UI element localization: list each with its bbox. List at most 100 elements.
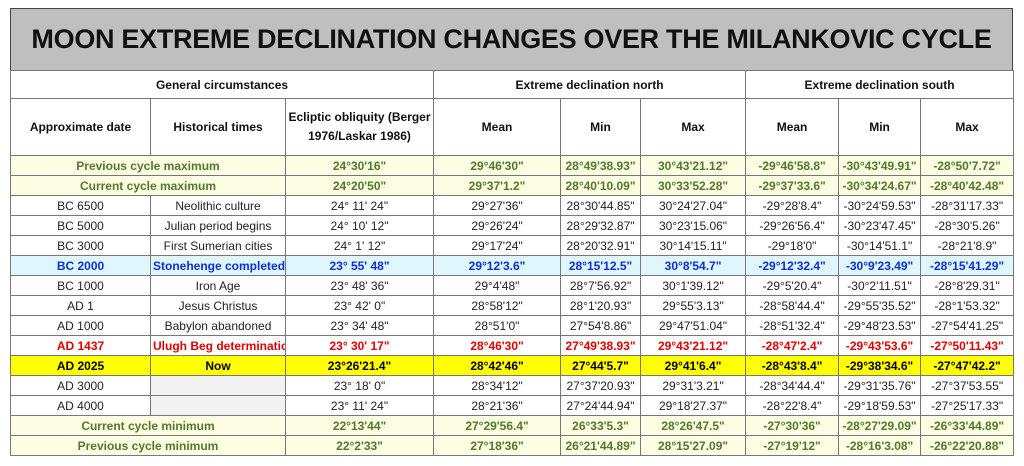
event-cell: Iron Age: [150, 275, 286, 296]
table-row: BC 6500 Neolithic culture 24° 11' 24" 29°27…: [10, 195, 1015, 216]
south-cell: -29°38'34.6": [838, 355, 922, 376]
obliquity-cell: 23° 11' 24": [284, 395, 435, 416]
north-cell: 28°1'20.93": [560, 295, 642, 316]
table-row: Current cycle maximum 24°20'50" 29°37'1.2"…: [10, 175, 1015, 196]
table-row: AD 2025 Now 23°26'21.4" 28°42'46" 27°44'5.7"…: [10, 355, 1015, 376]
event-cell: Stonehenge completed: [150, 255, 286, 276]
south-cell: -28°1'53.32": [920, 295, 1015, 316]
north-cell: 28°15'27.09": [640, 435, 747, 456]
south-cell: -28°40'42.48": [920, 175, 1015, 196]
table-row: BC 3000 First Sumerian cities 24° 1' 12" 29…: [10, 235, 1015, 256]
table: General circumstances Extreme declinatio…: [9, 70, 1015, 456]
south-cell: -30°14'51.1": [838, 235, 922, 256]
north-cell: 28°20'32.91": [560, 235, 642, 256]
north-cell: 28°26'47.5": [640, 415, 747, 436]
event-cell: First Sumerian cities: [150, 235, 286, 256]
column-header: Mean: [433, 98, 562, 156]
column-header: Ecliptic obliquity (Berger 1976/Laskar 1…: [284, 98, 435, 156]
south-cell: -29°55'35.52": [838, 295, 922, 316]
obliquity-cell: 24°20'50": [284, 175, 435, 196]
south-cell: -27°50'11.43": [920, 335, 1015, 356]
north-cell: 30°24'27.04": [640, 195, 747, 216]
south-cell: -29°43'53.6": [838, 335, 922, 356]
south-cell: -27°54'41.25": [920, 315, 1015, 336]
column-header: Min: [560, 98, 642, 156]
north-cell: 29°47'51.04": [640, 315, 747, 336]
south-cell: -29°37'33.6": [745, 175, 840, 196]
empty-cell: [150, 395, 286, 416]
sheet: MOON EXTREME DECLINATION CHANGES OVER TH…: [9, 8, 1015, 456]
south-cell: -29°46'58.8": [745, 155, 840, 176]
date-cell: AD 2025: [10, 355, 151, 376]
date-cell: BC 2000: [10, 255, 151, 276]
column-header: Historical times: [150, 98, 286, 156]
north-cell: 28°46'30": [433, 335, 562, 356]
column-header: Mean: [745, 98, 840, 156]
north-cell: 28°21'36": [433, 395, 562, 416]
north-cell: 29°26'24": [433, 215, 562, 236]
north-cell: 27°44'5.7": [560, 355, 642, 376]
south-cell: -28°21'8.9": [920, 235, 1015, 256]
column-header: Approximate date: [10, 98, 151, 156]
north-cell: 29°41'6.4": [640, 355, 747, 376]
north-cell: 30°33'52.28": [640, 175, 747, 196]
south-cell: -30°43'49.91": [838, 155, 922, 176]
north-cell: 26°33'5.3": [560, 415, 642, 436]
south-cell: -28°15'41.29": [920, 255, 1015, 276]
north-cell: 28°15'12.5": [560, 255, 642, 276]
table-row: AD 1437 Ulugh Beg determination 23° 30' 17…: [10, 335, 1015, 356]
north-cell: 27°49'38.93": [560, 335, 642, 356]
north-cell: 27°24'44.94": [560, 395, 642, 416]
north-cell: 28°42'46": [433, 355, 562, 376]
table-row: BC 5000 Julian period begins 24° 10' 12" 29…: [10, 215, 1015, 236]
south-cell: -30°23'47.45": [838, 215, 922, 236]
south-cell: -28°43'8.4": [745, 355, 840, 376]
group-header: General circumstances: [9, 70, 435, 99]
north-cell: 28°40'10.09": [560, 175, 642, 196]
group-header: Extreme declination north: [433, 70, 747, 99]
event-cell: Ulugh Beg determination: [150, 335, 286, 356]
south-cell: -29°28'8.4": [745, 195, 840, 216]
obliquity-cell: 23° 34' 48": [284, 315, 435, 336]
table-row: BC 2000 Stonehenge completed 23° 55' 48" 29…: [10, 255, 1015, 276]
north-cell: 29°37'1.2": [433, 175, 562, 196]
date-cell: AD 4000: [10, 395, 151, 416]
date-cell: AD 1437: [10, 335, 151, 356]
south-cell: -28°31'17.33": [920, 195, 1015, 216]
south-cell: -28°58'44.4": [745, 295, 840, 316]
south-cell: -26°22'20.88": [920, 435, 1015, 456]
event-cell: Jesus Christus: [150, 295, 286, 316]
north-cell: 29°4'48": [433, 275, 562, 296]
column-header-row: Approximate date Historical times Eclipt…: [10, 98, 1015, 156]
event-cell: Babylon abandoned: [150, 315, 286, 336]
south-cell: -29°31'35.76": [838, 375, 922, 396]
date-cell: BC 1000: [10, 275, 151, 296]
date-cell: AD 1000: [10, 315, 151, 336]
south-cell: -27°25'17.33": [920, 395, 1015, 416]
north-cell: 28°34'12": [433, 375, 562, 396]
column-header: Min: [838, 98, 922, 156]
date-cell: BC 6500: [10, 195, 151, 216]
south-cell: -29°5'20.4": [745, 275, 840, 296]
event-cell: Neolithic culture: [150, 195, 286, 216]
south-cell: -27°19'12": [745, 435, 840, 456]
north-cell: 26°21'44.89": [560, 435, 642, 456]
south-cell: -30°34'24.67": [838, 175, 922, 196]
south-cell: -28°30'5.26": [920, 215, 1015, 236]
table-row: AD 3000 23° 18' 0" 28°34'12" 27°37'20.93" 29…: [10, 375, 1015, 396]
north-cell: 29°27'36": [433, 195, 562, 216]
south-cell: -28°27'29.09": [838, 415, 922, 436]
obliquity-cell: 23° 48' 36": [284, 275, 435, 296]
obliquity-cell: 23° 42' 0": [284, 295, 435, 316]
obliquity-cell: 24° 11' 24": [284, 195, 435, 216]
south-cell: -28°51'32.4": [745, 315, 840, 336]
obliquity-cell: 23° 30' 17": [284, 335, 435, 356]
table-row: AD 1000 Babylon abandoned 23° 34' 48" 28°51…: [10, 315, 1015, 336]
south-cell: -27°30'36": [745, 415, 840, 436]
south-cell: -30°9'23.49": [838, 255, 922, 276]
north-cell: 30°23'15.06": [640, 215, 747, 236]
north-cell: 28°30'44.85": [560, 195, 642, 216]
south-cell: -28°8'29.31": [920, 275, 1015, 296]
north-cell: 30°1'39.12": [640, 275, 747, 296]
south-cell: -26°33'44.89": [920, 415, 1015, 436]
